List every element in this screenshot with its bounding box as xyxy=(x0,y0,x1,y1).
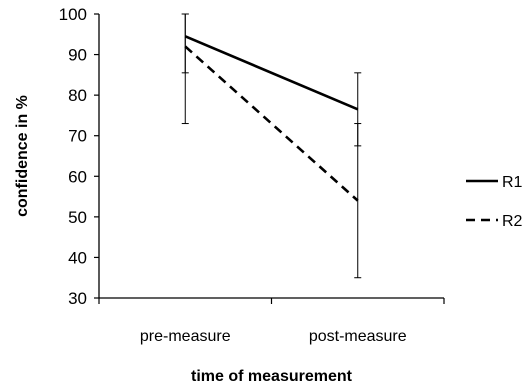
y-tick-label: 50 xyxy=(68,208,87,227)
series-line-r1 xyxy=(184,35,359,111)
x-ticks: pre-measure post-measure xyxy=(98,298,445,345)
y-tick-label: 100 xyxy=(59,5,87,24)
legend-label-r2: R2 xyxy=(502,213,523,230)
x-axis-title: time of measurement xyxy=(191,368,353,385)
y-tick-label: 30 xyxy=(68,289,87,308)
series-lines xyxy=(184,35,359,202)
legend: R1 R2 xyxy=(466,174,523,230)
axes xyxy=(98,14,444,299)
y-ticks: 30 40 50 60 70 80 90 100 xyxy=(59,5,99,308)
y-tick-label: 60 xyxy=(68,167,87,186)
y-tick-label: 90 xyxy=(68,46,87,65)
y-tick-label: 80 xyxy=(68,86,87,105)
x-category-label: pre-measure xyxy=(140,328,231,345)
y-axis-title: confidence in % xyxy=(14,95,31,217)
y-tick-label: 70 xyxy=(68,127,87,146)
error-bars xyxy=(181,13,362,279)
series-line-r2 xyxy=(184,45,359,202)
legend-label-r1: R1 xyxy=(502,174,523,191)
y-tick-label: 40 xyxy=(68,248,87,267)
x-category-label: post-measure xyxy=(309,328,407,345)
